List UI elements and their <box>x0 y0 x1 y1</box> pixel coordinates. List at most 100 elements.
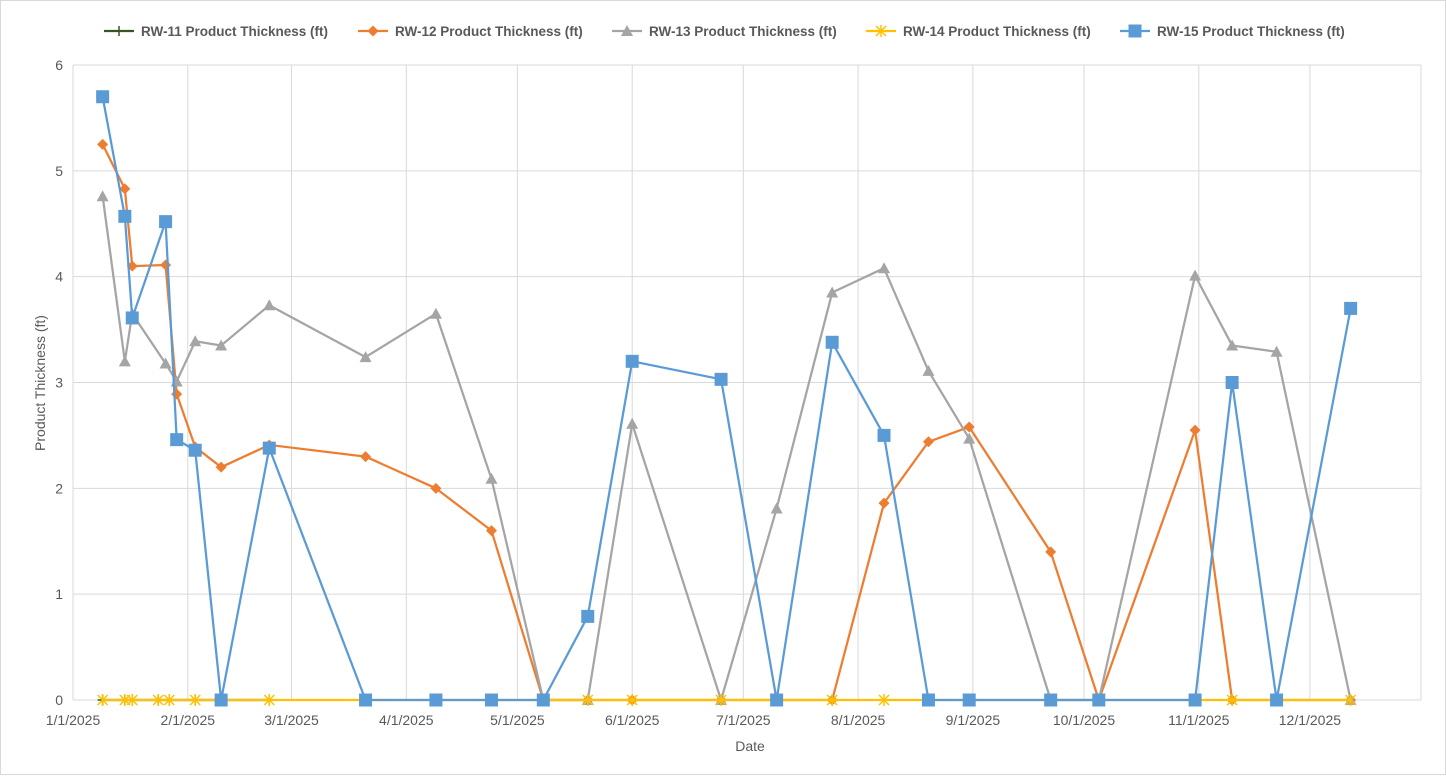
legend-item: RW-12 Product Thickness (ft) <box>358 24 583 39</box>
legend-label: RW-11 Product Thickness (ft) <box>141 24 328 39</box>
data-point <box>189 335 202 347</box>
data-point <box>125 311 139 325</box>
x-tick-label: 4/1/2025 <box>379 712 434 728</box>
data-point <box>536 693 550 707</box>
legend-swatch-marker <box>1128 24 1142 38</box>
data-point <box>118 209 132 223</box>
x-tick-label: 12/1/2025 <box>1279 712 1341 728</box>
x-tick-label: 10/1/2025 <box>1053 712 1115 728</box>
data-point <box>877 428 891 442</box>
legend-item: RW-11 Product Thickness (ft) <box>104 24 328 39</box>
x-tick-label: 3/1/2025 <box>264 712 319 728</box>
legend-item: RW-15 Product Thickness (ft) <box>1120 24 1345 39</box>
x-tick-label: 9/1/2025 <box>946 712 1001 728</box>
x-tick-label: 11/1/2025 <box>1168 712 1229 728</box>
data-point <box>429 307 442 319</box>
x-tick-label: 8/1/2025 <box>831 712 886 728</box>
data-point <box>1045 546 1057 558</box>
data-point <box>825 335 839 349</box>
legend-label: RW-12 Product Thickness (ft) <box>395 24 583 39</box>
data-point <box>263 299 276 311</box>
series-2 <box>97 138 1357 706</box>
data-point <box>96 90 110 104</box>
data-point <box>1189 269 1202 281</box>
data-point <box>160 259 172 271</box>
data-point <box>826 694 838 706</box>
data-point <box>1345 694 1357 706</box>
data-point <box>359 693 373 707</box>
data-point <box>214 693 228 707</box>
data-point <box>922 436 934 448</box>
data-point <box>1044 693 1058 707</box>
data-point <box>963 421 975 433</box>
data-point <box>189 694 201 706</box>
data-point <box>484 693 498 707</box>
y-tick-label: 0 <box>55 692 63 708</box>
legend-swatch-marker <box>114 26 124 36</box>
data-point <box>714 372 728 386</box>
y-tick-label: 4 <box>55 269 63 285</box>
data-point <box>715 694 727 706</box>
data-point <box>878 497 890 509</box>
data-point <box>963 432 976 444</box>
data-point <box>826 286 839 298</box>
data-point <box>922 364 935 376</box>
data-point <box>878 694 890 706</box>
legend: RW-11 Product Thickness (ft) RW-12 Produc… <box>104 24 1345 39</box>
y-tick-label: 6 <box>55 57 63 73</box>
series-line <box>101 96 1352 702</box>
data-point <box>626 694 638 706</box>
data-point <box>188 443 202 457</box>
data-point <box>126 694 138 706</box>
x-tick-label: 5/1/2025 <box>490 712 545 728</box>
data-point <box>159 215 173 229</box>
data-point <box>1092 693 1106 707</box>
data-point <box>1226 694 1238 706</box>
data-point <box>626 417 639 429</box>
data-point <box>1270 693 1284 707</box>
series-line <box>101 143 1351 702</box>
data-point <box>159 357 172 369</box>
data-point <box>360 451 372 463</box>
x-tick-label: 7/1/2025 <box>716 712 771 728</box>
data-point <box>97 138 109 150</box>
data-point <box>430 482 442 494</box>
data-point <box>1344 301 1358 315</box>
data-point <box>163 694 175 706</box>
series-5 <box>96 90 1358 707</box>
data-point <box>359 351 372 363</box>
y-axis-label: Product Thickness (ft) <box>32 315 48 451</box>
data-point <box>770 502 783 514</box>
data-point <box>1189 424 1201 436</box>
data-point <box>1188 693 1202 707</box>
x-tick-label: 2/1/2025 <box>161 712 216 728</box>
data-point <box>262 441 276 455</box>
data-point <box>1225 376 1239 389</box>
data-point <box>215 461 227 473</box>
data-point <box>962 693 976 707</box>
y-tick-label: 3 <box>55 375 63 391</box>
legend-label: RW-14 Product Thickness (ft) <box>903 24 1091 39</box>
x-tick-label: 1/1/2025 <box>46 712 101 728</box>
y-tick-label: 5 <box>55 163 63 179</box>
legend-item: RW-13 Product Thickness (ft) <box>612 24 837 39</box>
data-point <box>485 472 498 484</box>
legend-swatch-marker <box>875 25 887 37</box>
data-point <box>429 693 443 707</box>
data-point <box>97 694 109 706</box>
series-layer <box>96 90 1358 707</box>
legend-item: RW-14 Product Thickness (ft) <box>866 24 1091 39</box>
axes: 0 1 2 3 4 5 6 1/1/2025 2/1/2025 3/1/2025 4/1/2025 5… <box>46 57 1421 728</box>
data-point <box>878 262 891 274</box>
x-tick-label: 6/1/2025 <box>605 712 660 728</box>
legend-label: RW-15 Product Thickness (ft) <box>1157 24 1345 39</box>
data-point <box>96 190 109 202</box>
y-tick-label: 1 <box>55 586 63 602</box>
data-point <box>625 354 639 368</box>
data-point <box>581 609 595 623</box>
data-point <box>485 525 497 537</box>
legend-swatch-marker <box>367 25 379 37</box>
data-point <box>215 339 228 351</box>
